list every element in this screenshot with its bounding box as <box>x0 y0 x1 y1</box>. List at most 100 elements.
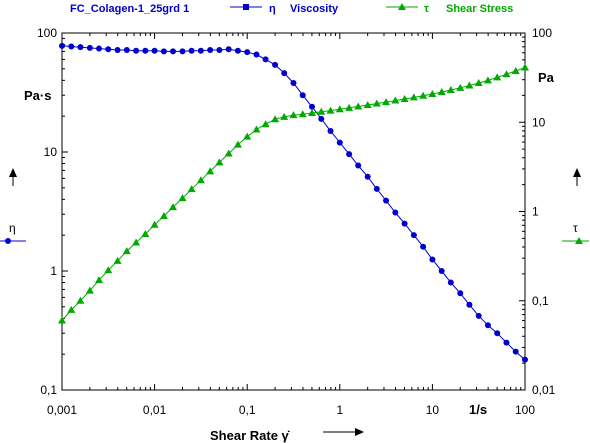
left-axis-series-marker <box>5 238 11 244</box>
x-axis-title-group: Shear Rate γ̇ <box>210 428 364 443</box>
viscosity-point <box>207 46 214 53</box>
shear-stress-point <box>243 132 252 140</box>
viscosity-point <box>494 330 501 337</box>
shear-stress-point <box>493 73 502 81</box>
x-tick-label: 0,01 <box>143 403 167 417</box>
viscosity-point <box>114 46 121 53</box>
viscosity-point <box>364 173 371 180</box>
viscosity-point <box>234 47 241 54</box>
viscosity-point <box>225 46 232 53</box>
right-axis-legend: τ <box>562 168 589 244</box>
right-tick-label: 10 <box>532 115 546 129</box>
viscosity-point <box>105 46 112 53</box>
shear-stress-point <box>400 95 409 103</box>
right-axis-unit: Pa <box>538 70 555 85</box>
legend-viscosity-symbol: η <box>269 3 276 15</box>
left-axis-symbol: η <box>9 221 16 235</box>
viscosity-point <box>401 220 408 227</box>
viscosity-point <box>188 47 195 54</box>
shear-stress-point <box>261 120 270 128</box>
shear-stress-point <box>132 238 141 246</box>
left-axis-unit: Pa·s <box>24 88 51 103</box>
viscosity-point <box>466 301 473 308</box>
left-tick-label: 0,1 <box>40 383 57 397</box>
x-tick-label: 0,1 <box>239 403 256 417</box>
viscosity-point <box>244 49 251 56</box>
shear-stress-point <box>428 90 437 98</box>
shear-stress-point <box>168 203 177 211</box>
legend-viscosity-marker <box>243 4 249 10</box>
viscosity-point <box>420 243 427 250</box>
viscosity-point <box>457 290 464 297</box>
right-tick-label: 0,1 <box>532 294 549 308</box>
shear-stress-point <box>335 105 344 113</box>
shear-stress-point <box>252 125 261 133</box>
shear-stress-point <box>150 220 159 228</box>
axis-ticks: 0,001 0,01 0,1 1 10 100 100 10 1 0,1 100 10 1 0,1 0,01 <box>37 26 556 417</box>
x-tick-label: 1 <box>336 403 343 417</box>
shear-stress-point <box>308 108 317 116</box>
viscosity-point <box>383 197 390 204</box>
viscosity-point <box>133 47 140 54</box>
shear-stress-point <box>178 194 187 202</box>
viscosity-point <box>169 48 176 55</box>
viscosity-point <box>179 48 186 55</box>
shear-stress-point <box>483 76 492 84</box>
shear-stress-point <box>271 115 280 123</box>
viscosity-point <box>160 48 167 55</box>
legend-shear-stress-marker <box>398 3 406 10</box>
viscosity-point <box>373 185 380 192</box>
x-tick-label: 0,001 <box>47 403 77 417</box>
viscosity-point <box>336 139 343 146</box>
viscosity-point <box>96 45 103 52</box>
left-tick-label: 10 <box>44 145 58 159</box>
legend-shear-stress-label: Shear Stress <box>446 3 513 15</box>
viscosity-point <box>216 46 223 53</box>
right-axis-symbol: τ <box>573 221 578 235</box>
shear-stress-point <box>317 107 326 115</box>
shear-stress-point <box>465 81 474 89</box>
viscosity-line <box>61 45 526 360</box>
shear-stress-point <box>187 185 196 193</box>
shear-stress-point <box>233 140 242 148</box>
shear-stress-point <box>474 79 483 87</box>
shear-stress-point <box>206 167 215 175</box>
viscosity-point <box>59 42 65 49</box>
viscosity-point <box>392 209 399 216</box>
shear-stress-point <box>326 106 335 114</box>
viscosity-point <box>281 70 288 77</box>
shear-stress-point <box>345 103 354 111</box>
x-axis-title: Shear Rate γ̇ <box>210 428 290 443</box>
viscosity-point <box>77 44 84 51</box>
viscosity-point <box>309 103 316 110</box>
right-tick-label: 1 <box>532 205 539 219</box>
shear-stress-point <box>372 99 381 107</box>
viscosity-point <box>484 322 491 329</box>
right-tick-label: 100 <box>532 26 552 40</box>
viscosity-point <box>290 80 297 87</box>
left-axis-legend: η <box>0 168 26 244</box>
plot-frame <box>61 32 526 391</box>
shear-stress-point <box>502 70 511 78</box>
shear-stress-point <box>298 110 307 118</box>
left-tick-label: 100 <box>37 26 57 40</box>
viscosity-point <box>318 115 325 122</box>
right-axis-arrow-head <box>573 168 581 177</box>
viscosity-point <box>262 56 269 63</box>
shear-stress-point <box>409 93 418 101</box>
shear-stress-line <box>61 67 526 321</box>
shear-stress-point <box>419 91 428 99</box>
x-axis-unit: 1/s <box>469 402 487 417</box>
shear-stress-point <box>456 83 465 91</box>
legend-shear-stress-symbol: τ <box>424 3 429 15</box>
shear-stress-point <box>113 256 122 264</box>
shear-stress-point <box>391 96 400 104</box>
shear-stress-point <box>521 63 529 71</box>
shear-stress-point <box>511 67 520 75</box>
viscosity-point <box>512 348 519 355</box>
left-tick-label: 1 <box>50 264 57 278</box>
shear-stress-point <box>159 212 168 220</box>
shear-stress-point <box>224 149 233 157</box>
x-axis-arrow-head <box>355 428 364 436</box>
viscosity-point <box>429 256 436 263</box>
